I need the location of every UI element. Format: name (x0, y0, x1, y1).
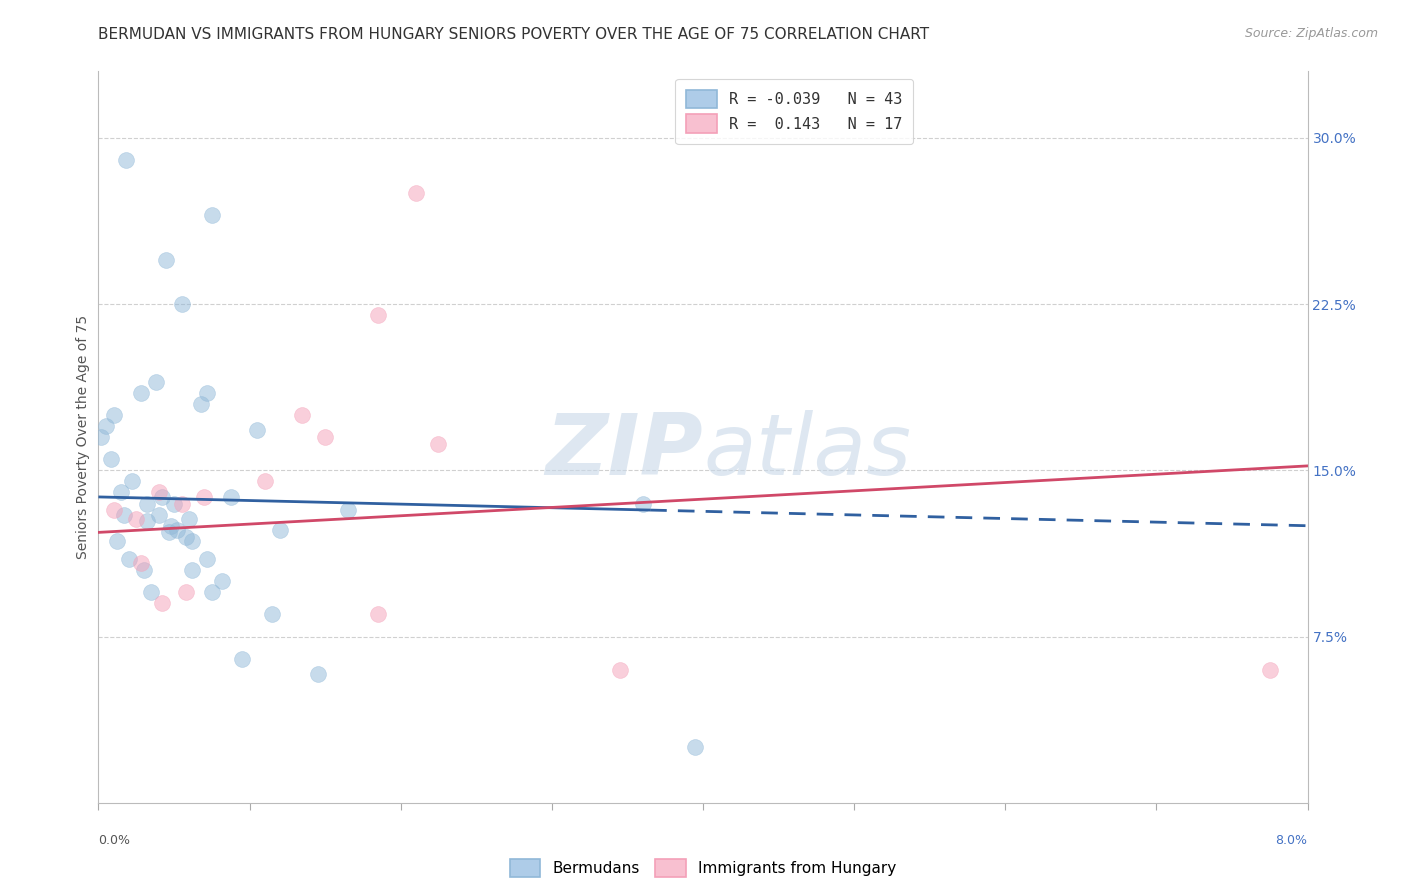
Point (141, 585, 163, 599)
Point (129, 385, 152, 400)
Point (609, 663, 631, 677)
Point (155, 252, 177, 267)
Point (100, 452, 122, 467)
Point (148, 508, 170, 522)
Text: BERMUDAN VS IMMIGRANTS FROM HUNGARY SENIORS POVERTY OVER THE AGE OF 75 CORRELATI: BERMUDAN VS IMMIGRANTS FROM HUNGARY SENI… (98, 27, 929, 42)
Point (193, 490, 215, 504)
Point (150, 490, 173, 504)
Point (90, 430, 112, 444)
Point (103, 503, 125, 517)
Text: ZIP: ZIP (546, 410, 703, 493)
Point (181, 534, 204, 549)
Point (246, 424, 269, 438)
Y-axis label: Seniors Poverty Over the Age of 75: Seniors Poverty Over the Age of 75 (76, 315, 90, 559)
Point (121, 475, 143, 489)
Point (269, 523, 291, 537)
Point (179, 512, 201, 526)
Point (170, 497, 193, 511)
Point (405, 186, 427, 201)
Text: 8.0%: 8.0% (1275, 834, 1308, 847)
Point (114, 153, 136, 167)
Point (132, 563, 155, 577)
Point (94, 419, 117, 434)
Point (125, 512, 148, 526)
Point (367, 607, 389, 622)
Point (105, 534, 128, 549)
Point (135, 514, 157, 528)
Point (170, 297, 193, 311)
Point (253, 475, 276, 489)
Point (110, 485, 132, 500)
Point (336, 503, 359, 517)
Point (166, 523, 188, 537)
Point (231, 651, 253, 665)
Point (262, 607, 284, 622)
Point (221, 490, 243, 504)
Point (145, 375, 167, 389)
Point (174, 530, 197, 544)
Point (201, 209, 224, 223)
Point (314, 430, 336, 444)
Point (427, 436, 450, 450)
Point (195, 385, 218, 400)
Point (150, 596, 173, 610)
Point (1258, 663, 1281, 677)
Point (129, 557, 152, 571)
Point (103, 408, 125, 422)
Point (211, 574, 233, 589)
Point (163, 497, 186, 511)
Point (685, 740, 707, 755)
Point (195, 552, 218, 566)
Point (291, 408, 314, 422)
Point (367, 308, 389, 322)
Text: Source: ZipAtlas.com: Source: ZipAtlas.com (1244, 27, 1378, 40)
Point (160, 518, 183, 533)
Point (190, 397, 212, 411)
Point (174, 585, 197, 599)
Point (159, 525, 181, 540)
Point (112, 508, 135, 522)
Text: 0.0%: 0.0% (98, 834, 131, 847)
Point (201, 585, 224, 599)
Point (307, 667, 329, 681)
Point (118, 552, 141, 566)
Point (181, 563, 204, 577)
Point (135, 497, 157, 511)
Point (631, 497, 654, 511)
Legend: Bermudans, Immigrants from Hungary: Bermudans, Immigrants from Hungary (503, 853, 903, 883)
Text: atlas: atlas (703, 410, 911, 493)
Point (148, 485, 170, 500)
